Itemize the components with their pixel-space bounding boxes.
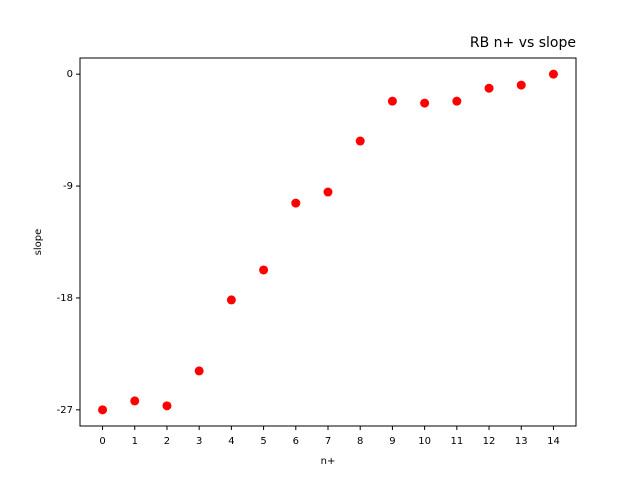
chart-title: RB n+ vs slope: [470, 35, 576, 51]
point: [162, 401, 172, 411]
x-tick-label: 12: [483, 436, 496, 447]
x-tick-label: 5: [260, 436, 266, 447]
x-tick-label: 11: [450, 436, 463, 447]
point: [484, 83, 494, 93]
point: [323, 187, 333, 197]
point: [130, 396, 140, 406]
x-tick-label: 1: [132, 436, 138, 447]
point: [420, 98, 430, 108]
point: [452, 96, 462, 106]
point: [516, 80, 526, 90]
point: [355, 136, 365, 146]
x-tick-label: 4: [228, 436, 234, 447]
x-tick-label: 13: [515, 436, 528, 447]
y-tick-label: -9: [63, 181, 73, 192]
x-tick-label: 6: [293, 436, 299, 447]
point: [291, 198, 301, 208]
x-tick-label: 7: [325, 436, 331, 447]
y-axis-label: slope: [33, 229, 44, 256]
y-tick-label: -27: [57, 405, 73, 416]
point: [226, 295, 236, 305]
x-axis-label: n+: [321, 456, 336, 467]
plot-frame: [79, 57, 577, 427]
y-tick-label: 0: [67, 69, 73, 80]
y-tick-label: -18: [57, 293, 73, 304]
point: [194, 366, 204, 376]
x-tick-label: 3: [196, 436, 202, 447]
point: [259, 265, 269, 275]
point: [98, 405, 108, 415]
x-tick-label: 0: [99, 436, 105, 447]
point: [548, 69, 558, 79]
point: [387, 96, 397, 106]
x-tick-label: 14: [547, 436, 560, 447]
x-tick-label: 2: [164, 436, 170, 447]
x-tick-label: 10: [418, 436, 431, 447]
x-tick-label: 9: [389, 436, 395, 447]
x-tick-label: 8: [357, 436, 363, 447]
